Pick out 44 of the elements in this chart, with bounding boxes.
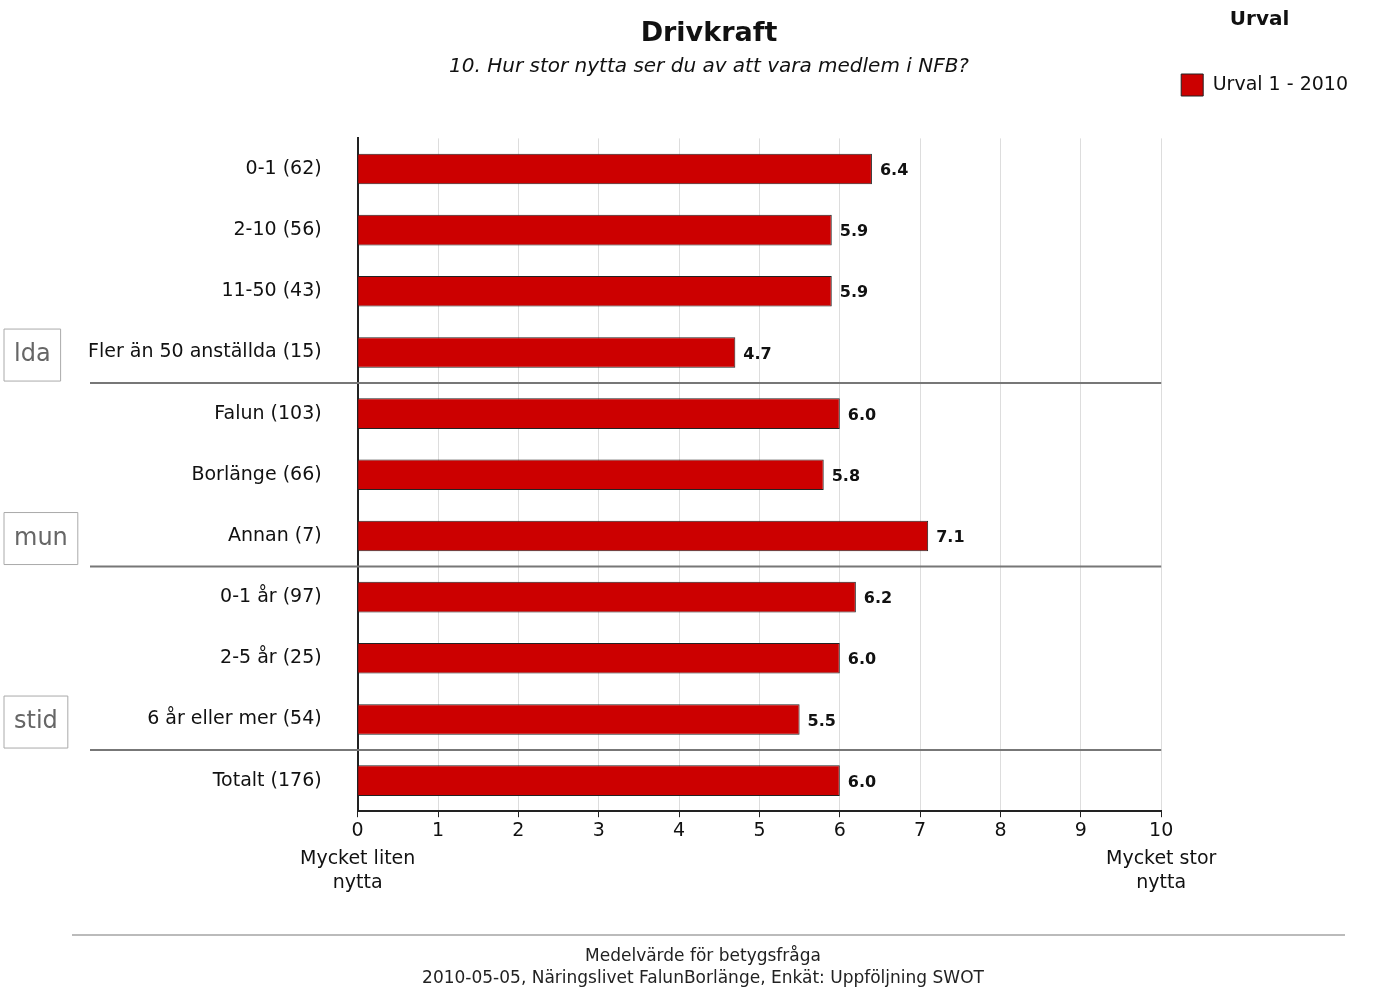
data-label: 6.0 [847, 404, 877, 424]
y-tick-label: Borlänge (66) [191, 461, 322, 484]
text: Medelvärde för betygsfråga [585, 945, 821, 966]
data-label: 5.9 [839, 221, 869, 241]
x-tick-label: 10 [1149, 817, 1174, 840]
x-tick-label: 1 [431, 817, 445, 840]
x-tick-label: 7 [914, 817, 927, 840]
chart-title: Drivkraft [640, 16, 778, 48]
data-label: 6.2 [863, 588, 893, 608]
data-label: 7.1 [936, 527, 965, 547]
data-label: 6.0 [847, 771, 877, 791]
x-tick-label: 8 [994, 817, 1007, 840]
data-label: 5.5 [807, 710, 836, 730]
legend-label: Urval 1 - 2010 [1212, 71, 1349, 94]
x-tick-label: 0 [351, 817, 364, 840]
y-tick-label: 0-1 (62) [245, 155, 322, 178]
data-label: 4.7 [743, 343, 772, 363]
x-tick-label: 9 [1074, 817, 1087, 840]
data-label: 6.0 [847, 649, 877, 669]
y-tick-label: 6 år eller mer (54) [147, 706, 322, 729]
x-tick-label: 3 [592, 817, 605, 840]
y-tick-label: Totalt (176) [211, 767, 322, 790]
y-tick-label: 11-50 (43) [221, 278, 322, 301]
legend-title: Urval [1229, 6, 1290, 31]
text: 2010-05-05, Näringslivet FalunBorlänge, Enkät: Uppföljning SWOT [422, 967, 985, 988]
y-tick-label: 2-10 (56) [233, 217, 322, 240]
x-tick-label: 5 [753, 817, 766, 840]
y-tick-label: Annan (7) [227, 522, 322, 545]
y-tick-label: 2-5 år (25) [220, 645, 322, 668]
text: Mycket stor nytta [1106, 845, 1217, 892]
text: lda [14, 339, 51, 368]
y-tick-label: 0-1 år (97) [220, 584, 322, 607]
y-tick-label: Fler än 50 anställda (15) [88, 339, 322, 362]
x-tick-label: 2 [512, 817, 525, 840]
chart-subtitle: 10. Hur stor nytta ser du av att vara medlem i NFB? [449, 52, 970, 77]
text: stid [14, 706, 58, 735]
data-label: 6.4 [879, 160, 909, 180]
data-label: 5.9 [839, 282, 869, 302]
text: mun [14, 522, 68, 551]
x-tick-label: 6 [833, 817, 846, 840]
y-tick-label: Falun (103) [214, 400, 322, 423]
text: Mycket liten nytta [300, 845, 416, 892]
data-label: 5.8 [831, 465, 861, 485]
x-tick-label: 4 [673, 817, 686, 840]
